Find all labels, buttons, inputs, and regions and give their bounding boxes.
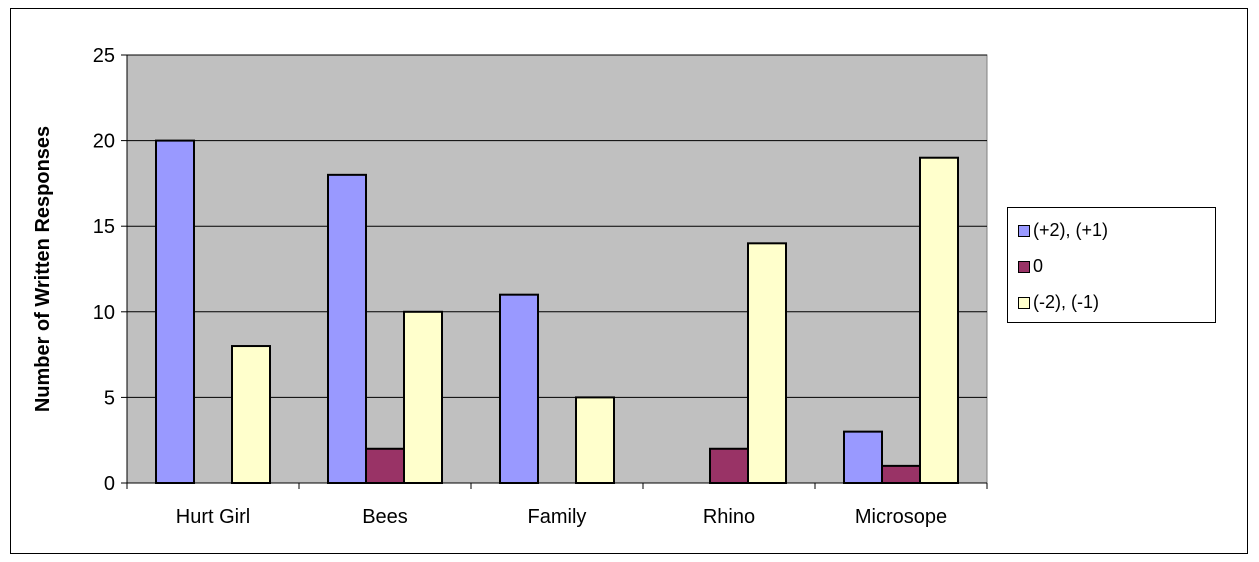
bar (747, 242, 787, 484)
bar (231, 345, 271, 485)
y-tick-label: 10 (93, 302, 115, 324)
bars (155, 139, 959, 485)
y-tick-label: 5 (104, 387, 115, 409)
legend-swatch (1018, 296, 1030, 309)
legend-swatch (1018, 260, 1030, 273)
legend-label: (-2), (-1) (1033, 292, 1099, 312)
y-axis-title: Number of Written Responses (32, 126, 54, 412)
legend-item: (-2), (-1) (1018, 292, 1099, 313)
y-tick-label: 0 (104, 473, 115, 495)
bar (365, 447, 405, 485)
x-tick-label: Rhino (703, 506, 755, 528)
bar (919, 156, 959, 484)
bar (843, 430, 883, 485)
bar (709, 447, 749, 485)
x-tick-label: Bees (362, 506, 408, 528)
legend: (+2), (+1) 0 (-2), (-1) (1007, 207, 1216, 323)
legend-label: 0 (1033, 256, 1044, 276)
axes: 0 5 10 15 20 25 Hurt Girl Bees Family Rhino Micros… (93, 45, 988, 528)
y-tick-label: 20 (93, 131, 115, 153)
y-tick-label: 15 (93, 216, 115, 238)
legend-swatch (1018, 224, 1030, 237)
x-tick-label: Family (528, 506, 587, 528)
bar (499, 293, 539, 484)
y-tick-label: 25 (93, 45, 115, 67)
legend-item: (+2), (+1) (1018, 220, 1108, 241)
bar (403, 310, 443, 484)
bar (327, 173, 367, 484)
legend-label: (+2), (+1) (1033, 220, 1109, 240)
bar (575, 396, 615, 484)
bar (881, 464, 921, 485)
x-tick-label: Hurt Girl (176, 506, 250, 528)
legend-item: 0 (1018, 256, 1043, 277)
x-tick-label: Microsope (855, 506, 947, 528)
bar (155, 139, 195, 484)
